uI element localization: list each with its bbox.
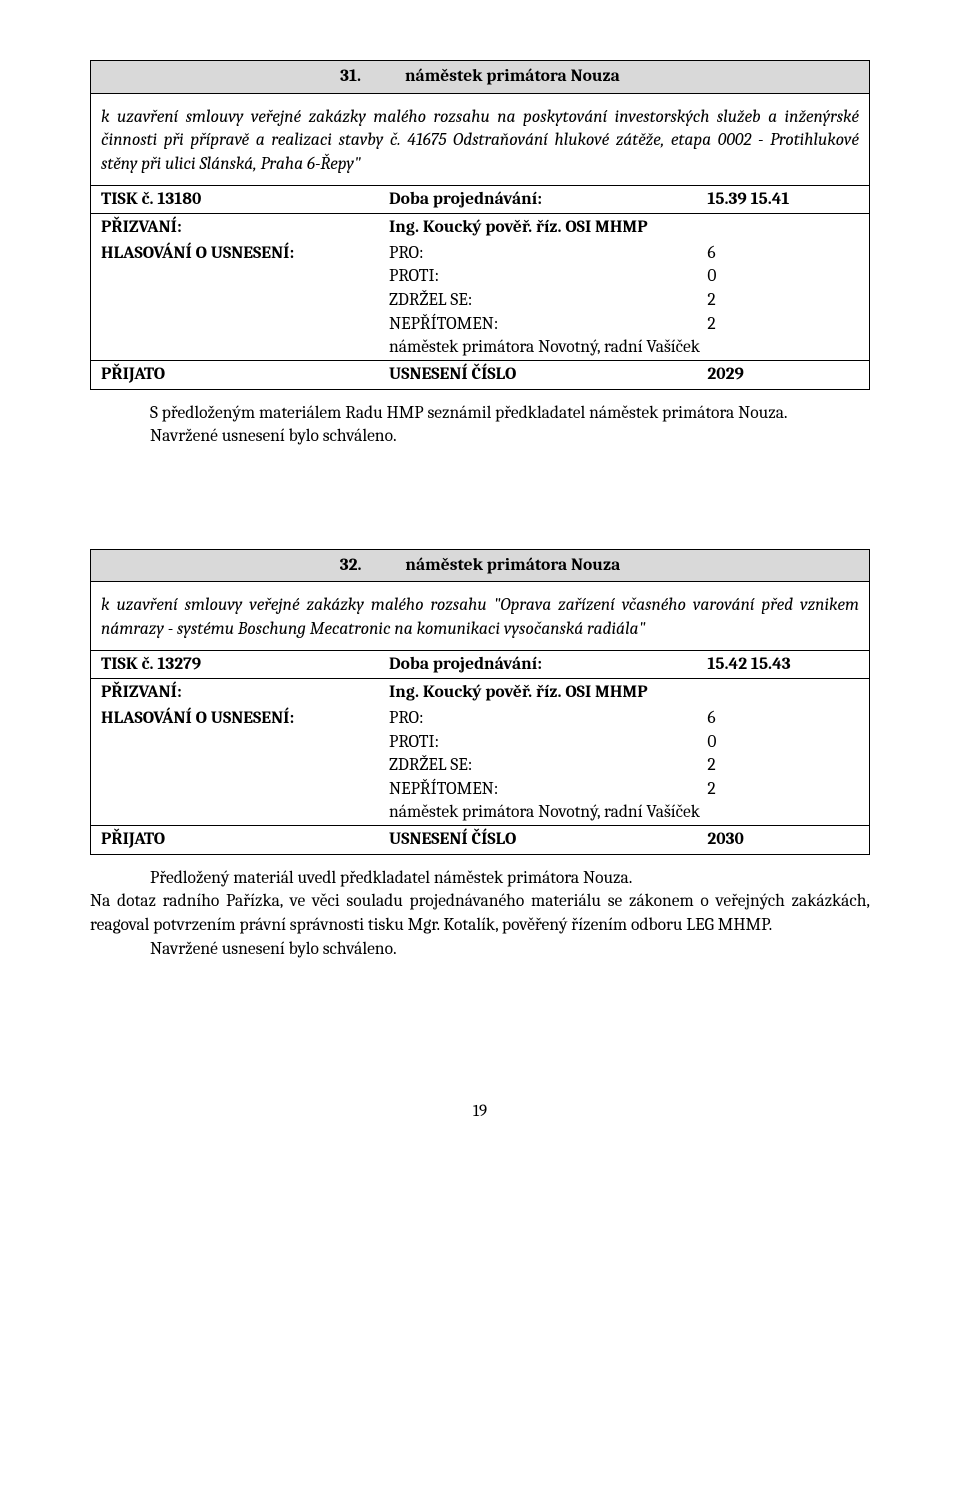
row-prizvani-32: PŘIZVANÍ: Ing. Koucký pověř. říz. OSI MH… (90, 679, 870, 707)
votes-31: HLASOVÁNÍ O USNESENÍ: PRO: 6 PROTI: 0 ZD… (90, 242, 870, 361)
zdrzel-label: ZDRŽEL SE: (389, 754, 707, 778)
proti-label: PROTI: (389, 731, 707, 755)
body-32-line2: Na dotaz radního Pařízka, ve věci soulad… (90, 891, 870, 935)
prizvani-label: PŘIZVANÍ: (101, 216, 389, 240)
zdrzel-val: 2 (707, 289, 859, 313)
nepritomen-val: 2 (707, 313, 859, 337)
usneseni-val: 2030 (707, 828, 859, 852)
body-32-line1: Předložený materiál uvedl předkladatel n… (150, 868, 632, 888)
row-tisk-31: TISK č. 13180 Doba projednávání: 15.39 1… (90, 186, 870, 215)
body-31-line2: Navržené usnesení bylo schváleno. (150, 426, 397, 446)
doba-label: Doba projednávání: (389, 188, 707, 212)
prizvani-value: Ing. Koucký pověř. říz. OSI MHMP (389, 216, 859, 240)
hlasovani-label: HLASOVÁNÍ O USNESENÍ: (101, 707, 389, 731)
usneseni-val: 2029 (707, 363, 859, 387)
nepritomen-label: NEPŘÍTOMEN: (389, 778, 707, 802)
proti-val: 0 (707, 731, 859, 755)
row-tisk-32: TISK č. 13279 Doba projednávání: 15.42 1… (90, 651, 870, 680)
agenda-number: 32. (340, 554, 362, 578)
agenda-number: 31. (340, 65, 361, 89)
proti-label: PROTI: (389, 265, 707, 289)
pro-val: 6 (707, 242, 859, 266)
agenda-title: náměstek primátora Nouza (405, 555, 620, 575)
pro-label: PRO: (389, 242, 707, 266)
pro-val: 6 (707, 707, 859, 731)
page-number: 19 (90, 1101, 870, 1124)
nepritomen-label: NEPŘÍTOMEN: (389, 313, 707, 337)
proti-val: 0 (707, 265, 859, 289)
usneseni-label: USNESENÍ ČÍSLO (389, 828, 707, 852)
usneseni-label: USNESENÍ ČÍSLO (389, 363, 707, 387)
doba-label: Doba projednávání: (389, 653, 707, 677)
doba-time: 15.39 15.41 (707, 188, 859, 212)
body-32-line3: Navržené usnesení bylo schváleno. (150, 939, 397, 959)
pro-label: PRO: (389, 707, 707, 731)
absent-names: náměstek primátora Novotný, radní Vašíče… (389, 801, 859, 825)
body-text-31: S předloženým materiálem Radu HMP seznám… (90, 390, 870, 449)
agenda-header-32: 32. náměstek primátora Nouza (90, 549, 870, 583)
row-result-31: PŘIJATO USNESENÍ ČÍSLO 2029 (90, 361, 870, 390)
row-result-32: PŘIJATO USNESENÍ ČÍSLO 2030 (90, 826, 870, 855)
prijato-label: PŘIJATO (101, 363, 389, 387)
tisk-label: TISK č. 13279 (101, 653, 389, 677)
prijato-label: PŘIJATO (101, 828, 389, 852)
doba-time: 15.42 15.43 (707, 653, 859, 677)
nepritomen-val: 2 (707, 778, 859, 802)
zdrzel-label: ZDRŽEL SE: (389, 289, 707, 313)
body-31-line1: S předloženým materiálem Radu HMP seznám… (150, 403, 788, 423)
agenda-title: náměstek primátora Nouza (405, 66, 620, 86)
prizvani-label: PŘIZVANÍ: (101, 681, 389, 705)
agenda-header-31: 31. náměstek primátora Nouza (90, 60, 870, 94)
body-text-32: Předložený materiál uvedl předkladatel n… (90, 855, 870, 962)
prizvani-value: Ing. Koucký pověř. říz. OSI MHMP (389, 681, 859, 705)
tisk-label: TISK č. 13180 (101, 188, 389, 212)
zdrzel-val: 2 (707, 754, 859, 778)
votes-32: HLASOVÁNÍ O USNESENÍ: PRO: 6 PROTI: 0 ZD… (90, 707, 870, 826)
hlasovani-label: HLASOVÁNÍ O USNESENÍ: (101, 242, 389, 266)
absent-names: náměstek primátora Novotný, radní Vašíče… (389, 336, 859, 360)
agenda-31-description: k uzavření smlouvy veřejné zakázky maléh… (90, 94, 870, 186)
agenda-32-description: k uzavření smlouvy veřejné zakázky maléh… (90, 582, 870, 650)
row-prizvani-31: PŘIZVANÍ: Ing. Koucký pověř. říz. OSI MH… (90, 214, 870, 242)
